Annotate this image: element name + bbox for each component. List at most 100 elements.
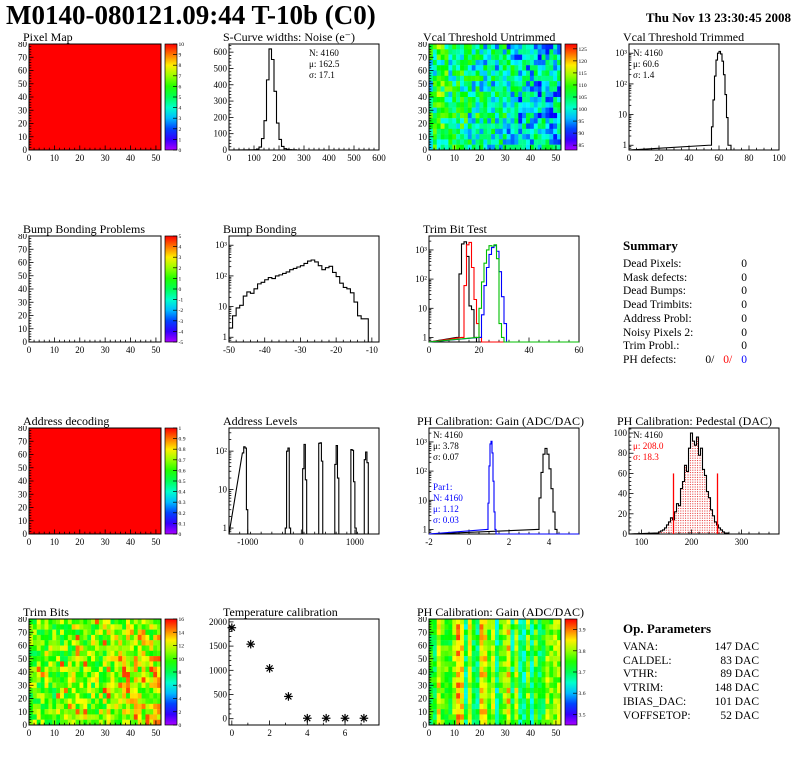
svg-text:1000: 1000 — [209, 665, 228, 675]
axis-labels: 0 10 20 30 40 50 0 10 20 30 40 50 60 70 80 — [18, 42, 161, 163]
svg-text:20: 20 — [18, 503, 28, 513]
svg-text:200: 200 — [214, 112, 228, 122]
svg-text:3.8: 3.8 — [579, 649, 586, 655]
svg-text:3.5: 3.5 — [579, 712, 586, 718]
panel-title: S-Curve widths: Noise (e⁻) — [223, 30, 355, 44]
svg-text:0: 0 — [179, 287, 182, 293]
svg-text:30: 30 — [18, 297, 28, 307]
text-row-label: Noisy Pixels 2: — [623, 326, 694, 339]
panel-title: Pixel Map — [23, 30, 73, 44]
svg-text:20: 20 — [18, 694, 28, 704]
text-row-value: 0 — [741, 285, 747, 298]
summary-table: Dead Pixels: 0 Mask defects: 0 Dead Bumps: 0 D… — [623, 258, 747, 368]
svg-text:10: 10 — [50, 728, 60, 738]
svg-text:0.1: 0.1 — [179, 521, 186, 527]
svg-text:2: 2 — [179, 266, 182, 272]
text-row-value: 148 DAC — [714, 682, 759, 695]
svg-text:0: 0 — [427, 345, 432, 355]
text-row: VTRIM: 148 DAC — [623, 682, 759, 696]
series-bump — [228, 259, 379, 343]
series-pedestal — [628, 432, 779, 535]
svg-text:0: 0 — [23, 529, 28, 539]
text-row-value: 0 — [741, 258, 747, 270]
text-row: VTHR: 89 DAC — [623, 668, 759, 682]
svg-text:N: 4160: N: 4160 — [433, 430, 463, 440]
svg-text:400: 400 — [322, 153, 336, 163]
scatter-points — [227, 623, 369, 723]
svg-text:80: 80 — [745, 153, 755, 163]
svg-text:30: 30 — [101, 728, 111, 738]
svg-text:20: 20 — [418, 694, 428, 704]
svg-text:10: 10 — [418, 132, 428, 142]
svg-text:0.9: 0.9 — [179, 437, 186, 443]
temperature-calibration-plot: 0 2 4 6 0 500 1000 1500 2000 — [209, 617, 380, 738]
svg-text:50: 50 — [418, 654, 428, 664]
svg-text:N: 4160: N: 4160 — [309, 48, 339, 58]
axes — [28, 235, 162, 343]
svg-text:0.4: 0.4 — [179, 490, 186, 496]
svg-text:2: 2 — [179, 127, 182, 133]
panel-title: Address decoding — [23, 414, 110, 428]
svg-text:30: 30 — [501, 153, 511, 163]
svg-text:σ: 17.1: σ: 17.1 — [309, 70, 335, 80]
svg-text:12: 12 — [179, 644, 185, 650]
svg-text:200: 200 — [685, 537, 699, 547]
svg-text:0: 0 — [23, 720, 28, 730]
svg-text:600: 600 — [214, 47, 228, 57]
axes — [428, 618, 562, 726]
svg-text:10: 10 — [50, 537, 60, 547]
text-row-value: 101 DAC — [714, 695, 759, 708]
svg-text:10: 10 — [450, 728, 460, 738]
svg-text:10: 10 — [418, 303, 428, 313]
panel-temperature-calibration: Temperature calibration 0 2 4 6 0 500 1000 1500… — [203, 605, 395, 755]
svg-text:100: 100 — [214, 129, 228, 139]
svg-text:80: 80 — [18, 234, 28, 241]
svg-text:30: 30 — [18, 105, 28, 115]
text-row-value: 0 — [741, 326, 747, 339]
svg-text:70: 70 — [18, 436, 28, 446]
svg-text:30: 30 — [418, 680, 428, 690]
axis-labels: 0 10 20 30 40 50 0 10 20 30 40 50 60 70 80 — [418, 42, 561, 163]
series-noise — [228, 48, 379, 151]
svg-text:10: 10 — [18, 516, 28, 526]
svg-text:70: 70 — [18, 627, 28, 637]
svg-text:30: 30 — [101, 153, 111, 163]
svg-text:40: 40 — [526, 153, 536, 163]
svg-text:10: 10 — [450, 153, 460, 163]
text-row-label: VOFFSETOP: — [623, 709, 691, 722]
svg-text:σ: 18.3: σ: 18.3 — [633, 452, 659, 462]
panel-pixel-map: Pixel Map 0 10 20 30 40 50 0 10 20 30 40 50 60 70 80 0 1… — [3, 30, 195, 180]
ph-gain-map-plot: 0 10 20 30 40 50 0 10 20 30 40 50 60 70 80 3.5 3.6 3.7 3.8… — [418, 617, 586, 738]
svg-text:10: 10 — [179, 42, 185, 48]
text-row-label: Mask defects: — [623, 271, 688, 284]
svg-text:0: 0 — [423, 720, 428, 730]
svg-text:30: 30 — [101, 345, 111, 355]
axes — [28, 618, 162, 726]
svg-text:115: 115 — [579, 71, 587, 77]
svg-text:50: 50 — [418, 79, 428, 89]
svg-text:-40: -40 — [259, 345, 271, 355]
svg-text:20: 20 — [655, 153, 665, 163]
axis-labels: 0 10 20 30 40 50 0 10 20 30 40 50 60 70 80 — [18, 617, 161, 738]
svg-text:50: 50 — [551, 153, 561, 163]
plot-frame — [228, 43, 380, 151]
panel-title: PH Calibration: Pedestal (DAC) — [617, 414, 772, 428]
svg-text:0: 0 — [467, 537, 472, 547]
svg-text:70: 70 — [418, 52, 428, 62]
svg-text:20: 20 — [75, 153, 85, 163]
svg-text:2: 2 — [507, 537, 512, 547]
svg-text:70: 70 — [18, 244, 28, 254]
svg-text:500: 500 — [214, 690, 228, 700]
series-trim-red — [428, 241, 579, 343]
text-row: Trim Probl.: 0 — [623, 340, 747, 354]
text-row: Address Probl: 0 — [623, 313, 747, 327]
text-row-label: Dead Trimbits: — [623, 299, 693, 312]
svg-text:20: 20 — [418, 119, 428, 129]
svg-text:8: 8 — [179, 670, 182, 676]
plot-frame — [228, 618, 380, 726]
svg-text:6: 6 — [179, 84, 182, 90]
svg-text:0.2: 0.2 — [179, 511, 186, 517]
axis-labels: 100 200 300 0 20 40 60 80 100 — [614, 428, 749, 547]
